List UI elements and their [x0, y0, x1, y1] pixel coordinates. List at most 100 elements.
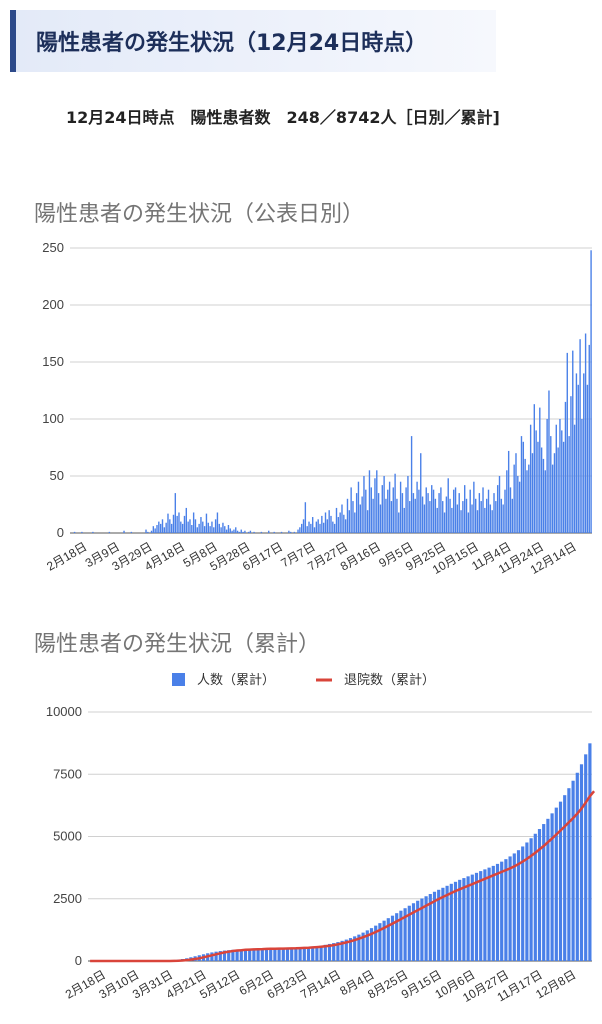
bar [161, 519, 164, 533]
bar [528, 464, 530, 533]
bar [546, 419, 548, 533]
bar [313, 527, 316, 533]
bar [462, 878, 466, 961]
bar [273, 531, 275, 533]
bar [575, 772, 579, 961]
bar [357, 934, 361, 961]
bar [489, 504, 492, 533]
bar [390, 501, 393, 533]
bar [315, 521, 318, 533]
bar [252, 948, 256, 961]
bar [466, 876, 470, 961]
bar [194, 519, 197, 533]
bar [209, 526, 211, 533]
bar [381, 485, 383, 533]
bar [196, 527, 198, 533]
bar [374, 925, 378, 961]
bar [442, 501, 444, 533]
bar [243, 949, 248, 961]
bar [319, 523, 321, 533]
bar [332, 943, 336, 961]
bar [525, 842, 529, 961]
bar [348, 938, 353, 961]
y-tick-label: 50 [50, 468, 64, 483]
bar [167, 513, 169, 533]
bar [304, 502, 307, 533]
bar [449, 883, 453, 961]
bar [319, 945, 323, 961]
bar [363, 476, 365, 533]
bar [321, 515, 323, 533]
bar [210, 952, 214, 961]
bar [394, 473, 396, 533]
bar [508, 856, 512, 961]
bar [401, 493, 404, 533]
bar [176, 515, 178, 533]
bar [306, 947, 311, 961]
bar [235, 527, 237, 533]
bar [236, 530, 239, 533]
bar [557, 447, 559, 533]
y-tick-label: 5000 [53, 829, 82, 844]
bar [235, 949, 239, 961]
bar [561, 430, 563, 533]
bar [540, 447, 543, 533]
bar [535, 430, 537, 533]
bar [521, 846, 525, 961]
bar [575, 373, 578, 533]
bar [227, 525, 230, 533]
bar [346, 498, 349, 533]
bar [333, 523, 336, 533]
bar [458, 879, 462, 961]
y-tick-label: 2500 [53, 891, 82, 906]
bar [478, 493, 481, 533]
bar [483, 869, 487, 961]
y-tick-label: 150 [42, 354, 64, 369]
bar [579, 764, 584, 961]
bar [533, 833, 537, 961]
bar [247, 531, 250, 533]
bar [445, 496, 448, 533]
bar [214, 519, 217, 533]
bar [504, 859, 508, 961]
bar [302, 519, 305, 533]
bar [412, 493, 415, 533]
bar [297, 529, 299, 533]
legend-label: 退院数（累計） [344, 672, 435, 688]
bar [378, 923, 382, 961]
bar [509, 487, 512, 533]
bar [388, 481, 391, 533]
bar [533, 404, 536, 533]
bar [224, 526, 226, 533]
bar [172, 514, 175, 533]
bar [507, 450, 510, 533]
bar [165, 522, 167, 533]
bar [550, 813, 554, 961]
bar [154, 528, 156, 533]
bar [485, 498, 488, 533]
bar [428, 894, 432, 961]
bar [537, 829, 542, 961]
bar [285, 948, 290, 961]
bar [343, 514, 345, 533]
bar [562, 441, 565, 533]
bar [399, 481, 402, 533]
bar [227, 950, 231, 961]
bar [403, 908, 407, 961]
bar [432, 489, 435, 533]
bar [396, 498, 398, 533]
bar [482, 487, 484, 533]
bar [365, 930, 369, 961]
bar [288, 530, 290, 533]
bar [502, 504, 504, 533]
bar [323, 944, 327, 961]
bar [453, 881, 458, 961]
page-title: 陽性患者の発生状況（12月24日時点） [36, 31, 428, 56]
bar [567, 788, 571, 961]
bar [524, 458, 526, 533]
bar [376, 470, 378, 533]
bar [414, 498, 416, 533]
bar [372, 498, 374, 533]
cumulative-cases-chart: 0250050007500100002月18日3月10日3月31日4月21日5月… [46, 672, 596, 1005]
bar [584, 333, 587, 533]
